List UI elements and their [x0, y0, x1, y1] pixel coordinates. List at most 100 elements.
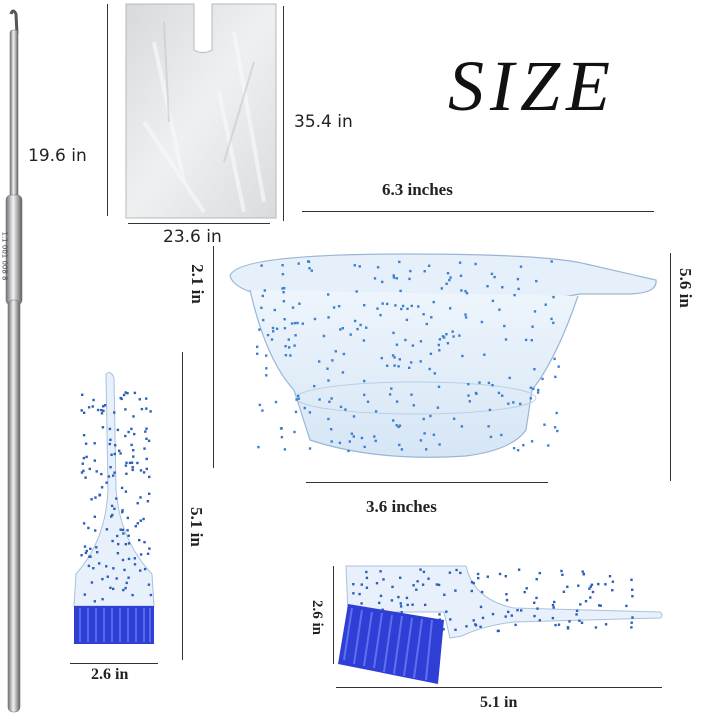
glitter-dot	[598, 604, 601, 607]
glitter-dot	[313, 317, 317, 321]
glitter-dot	[631, 595, 634, 598]
glitter-dot	[121, 558, 125, 562]
glitter-dot	[589, 596, 592, 599]
glitter-dot	[87, 564, 91, 568]
glitter-dot	[552, 606, 555, 609]
glitter-dot	[436, 406, 440, 409]
glitter-dot	[287, 338, 290, 341]
glitter-dot	[437, 343, 440, 347]
glitter-dot	[360, 583, 363, 586]
glitter-dot	[132, 449, 135, 452]
glitter-dot	[395, 277, 398, 280]
glitter-dot	[318, 360, 321, 363]
glitter-dot	[394, 304, 397, 307]
glitter-dot	[588, 587, 591, 590]
glitter-dot	[82, 522, 86, 525]
glitter-dot	[112, 587, 115, 591]
glitter-dot	[544, 303, 547, 306]
glitter-dot	[429, 352, 433, 355]
glitter-dot	[113, 411, 116, 414]
glitter-dot	[341, 371, 345, 374]
glitter-dot	[505, 598, 509, 602]
glitter-dot	[108, 442, 111, 446]
glitter-dot	[566, 626, 570, 629]
glitter-dot	[381, 608, 384, 611]
glitter-dot	[373, 435, 376, 438]
glitter-dot	[487, 381, 491, 385]
glitter-dot	[535, 279, 538, 283]
glitter-dot	[557, 365, 560, 368]
glitter-dot	[363, 445, 366, 449]
glitter-dot	[579, 603, 582, 606]
bowl-depth-dimension-line	[213, 246, 215, 468]
glitter-dot	[507, 610, 510, 614]
glitter-dot	[347, 449, 350, 453]
glitter-dot	[408, 366, 411, 369]
glitter-dot	[412, 404, 415, 407]
glitter-dot	[143, 541, 146, 544]
glitter-dot	[360, 436, 364, 440]
glitter-dot	[454, 628, 457, 631]
glitter-dot	[337, 305, 341, 308]
glitter-dot	[533, 614, 536, 618]
glitter-dot	[139, 496, 142, 499]
glitter-dot	[427, 577, 430, 580]
glitter-dot	[98, 562, 101, 565]
glitter-dot	[124, 408, 127, 411]
glitter-dot	[111, 539, 114, 543]
glitter-dot	[507, 402, 510, 405]
glitter-dot	[115, 497, 118, 500]
glitter-dot	[516, 609, 519, 612]
glitter-dot	[393, 364, 396, 367]
glitter-dot	[491, 384, 494, 387]
glitter-dot	[89, 547, 92, 550]
glitter-dot	[551, 616, 555, 620]
glitter-dot	[580, 621, 584, 624]
glitter-dot	[491, 299, 495, 303]
glitter-dot	[133, 557, 136, 560]
glitter-dot	[352, 435, 355, 438]
glitter-dot	[116, 428, 120, 432]
glitter-dot	[489, 435, 493, 439]
glitter-dot	[294, 334, 297, 337]
bag-height-dimension-line	[283, 6, 285, 221]
glitter-dot	[360, 602, 363, 605]
glitter-dot	[327, 293, 330, 296]
glitter-dot	[449, 276, 452, 279]
glitter-dot	[477, 576, 480, 580]
glitter-dot	[491, 612, 495, 616]
glitter-dot	[138, 538, 141, 542]
glitter-dot	[438, 613, 441, 616]
glitter-dot	[400, 307, 403, 311]
glitter-dot	[449, 307, 452, 310]
glitter-dot	[405, 596, 409, 600]
glitter-dot	[432, 300, 435, 304]
glitter-dot	[122, 393, 126, 397]
glitter-dot	[486, 575, 489, 578]
glitter-dot	[363, 379, 366, 383]
glitter-dot	[449, 618, 452, 621]
glitter-dot	[82, 456, 86, 460]
glitter-dot	[147, 583, 151, 586]
glitter-dot	[334, 350, 337, 353]
glitter-dot	[479, 625, 482, 628]
glitter-dot	[513, 293, 516, 297]
glitter-dot	[604, 583, 607, 586]
glitter-dot	[145, 427, 148, 430]
glitter-dot	[132, 455, 135, 458]
glitter-dot	[96, 551, 99, 554]
glitter-dot	[81, 462, 84, 465]
glitter-dot	[391, 585, 394, 589]
glitter-dot	[561, 573, 564, 576]
glitter-dot	[149, 410, 152, 413]
glitter-dot	[445, 333, 448, 336]
glitter-dot	[147, 439, 151, 442]
glitter-dot	[365, 570, 368, 574]
glitter-dot	[493, 275, 496, 279]
glitter-dot	[136, 522, 139, 525]
glitter-dot	[90, 581, 94, 584]
glitter-dot	[597, 582, 600, 586]
glitter-dot	[438, 443, 441, 446]
glitter-dot	[133, 391, 137, 395]
glitter-dot	[553, 357, 556, 361]
